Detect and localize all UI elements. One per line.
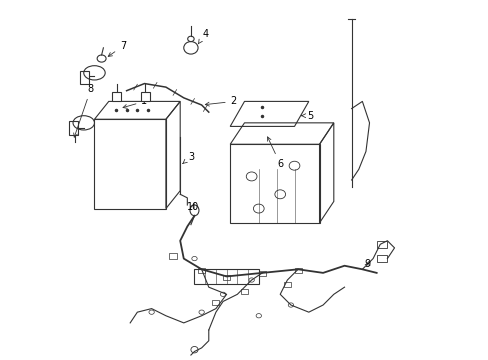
Text: 6: 6 [267, 137, 283, 169]
Bar [212, 300, 219, 305]
Text: 5: 5 [301, 111, 313, 121]
Text: 1: 1 [123, 96, 147, 108]
Bar [376, 255, 386, 262]
Text: 7: 7 [108, 41, 126, 57]
Bar [80, 71, 89, 84]
Text: 4: 4 [198, 28, 208, 44]
Bar [241, 289, 247, 294]
Bar [94, 119, 165, 208]
Text: 3: 3 [183, 152, 194, 163]
Bar [69, 121, 78, 135]
Bar [198, 267, 205, 273]
Bar [294, 267, 301, 273]
Text: 2: 2 [205, 96, 236, 107]
Text: 9: 9 [364, 259, 370, 269]
Bar [112, 93, 121, 102]
Bar [283, 282, 290, 287]
Bar [223, 275, 230, 280]
Text: 10: 10 [186, 202, 199, 212]
Bar [194, 269, 258, 284]
Bar [376, 241, 386, 248]
Bar [141, 93, 149, 102]
Bar [169, 253, 176, 258]
Text: 8: 8 [74, 84, 94, 137]
Bar [258, 271, 265, 276]
